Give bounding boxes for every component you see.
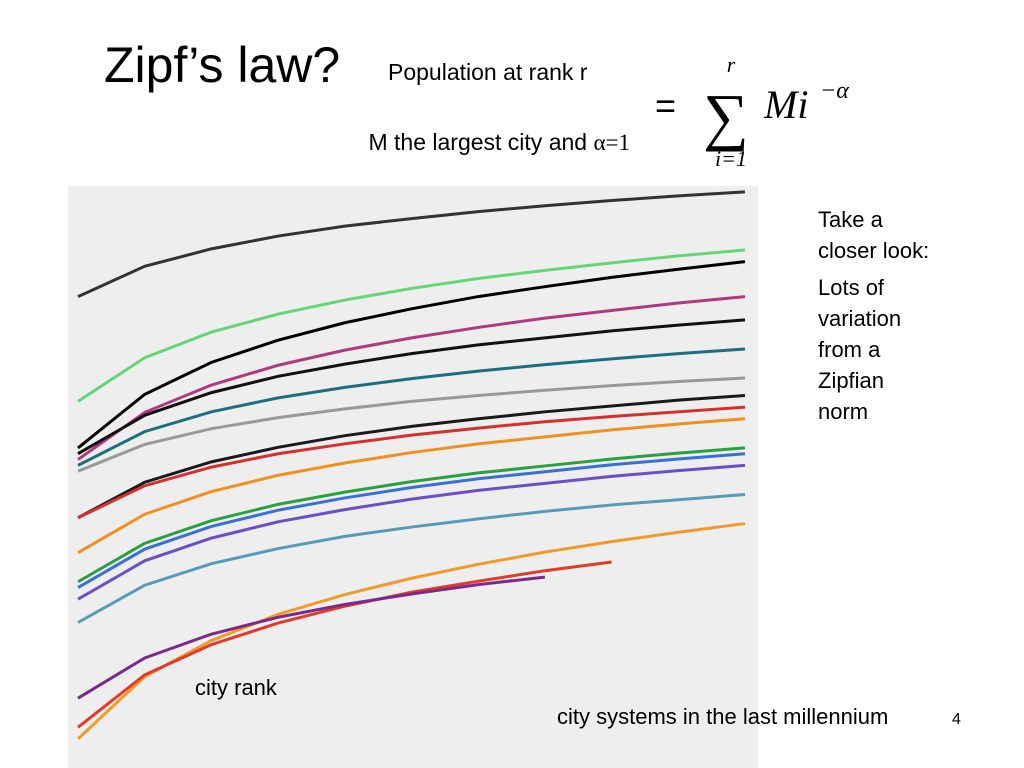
- side-text-box: Take a closer look: Lots of variation fr…: [818, 207, 930, 424]
- formula-term: Mi: [763, 82, 808, 127]
- series-line: [77, 560, 612, 729]
- note-alpha: α=1: [593, 130, 630, 155]
- series-line: [77, 376, 746, 473]
- formula-exponent: −α: [820, 78, 849, 104]
- series-line: [77, 260, 746, 450]
- series-line: [77, 190, 746, 298]
- series-line: [77, 318, 746, 456]
- formula-lower: i=1: [715, 146, 747, 171]
- side-text: Take a closer look:: [818, 207, 930, 263]
- note-prefix: M the largest city and: [368, 129, 593, 155]
- series-line: [77, 405, 746, 520]
- plot-background: [68, 186, 758, 768]
- formula-upper: r: [727, 52, 736, 77]
- series-line: [77, 492, 746, 624]
- lines: [76, 190, 746, 740]
- series-line: [77, 575, 546, 700]
- series-line: [77, 417, 746, 554]
- title: Zipf’s law?: [104, 37, 340, 93]
- series-line: [77, 295, 746, 461]
- formula-sigma: ∑: [703, 81, 749, 152]
- series-line: [77, 463, 746, 601]
- caption: city systems in the last millennium: [557, 704, 888, 729]
- side-text: Lots of variation from a Zipfian norm: [818, 275, 902, 424]
- series-line: [77, 452, 746, 589]
- subtitle: Population at rank r: [388, 59, 588, 85]
- series-line: [77, 248, 746, 403]
- x-axis-label: city rank: [195, 675, 278, 700]
- page-number: 4: [952, 711, 961, 728]
- note: M the largest city and α=1: [368, 129, 630, 155]
- series-line: [76, 522, 746, 740]
- series-line: [77, 446, 746, 584]
- series-line: [77, 347, 746, 467]
- formula-equals: =: [655, 85, 676, 126]
- series-line: [77, 394, 746, 520]
